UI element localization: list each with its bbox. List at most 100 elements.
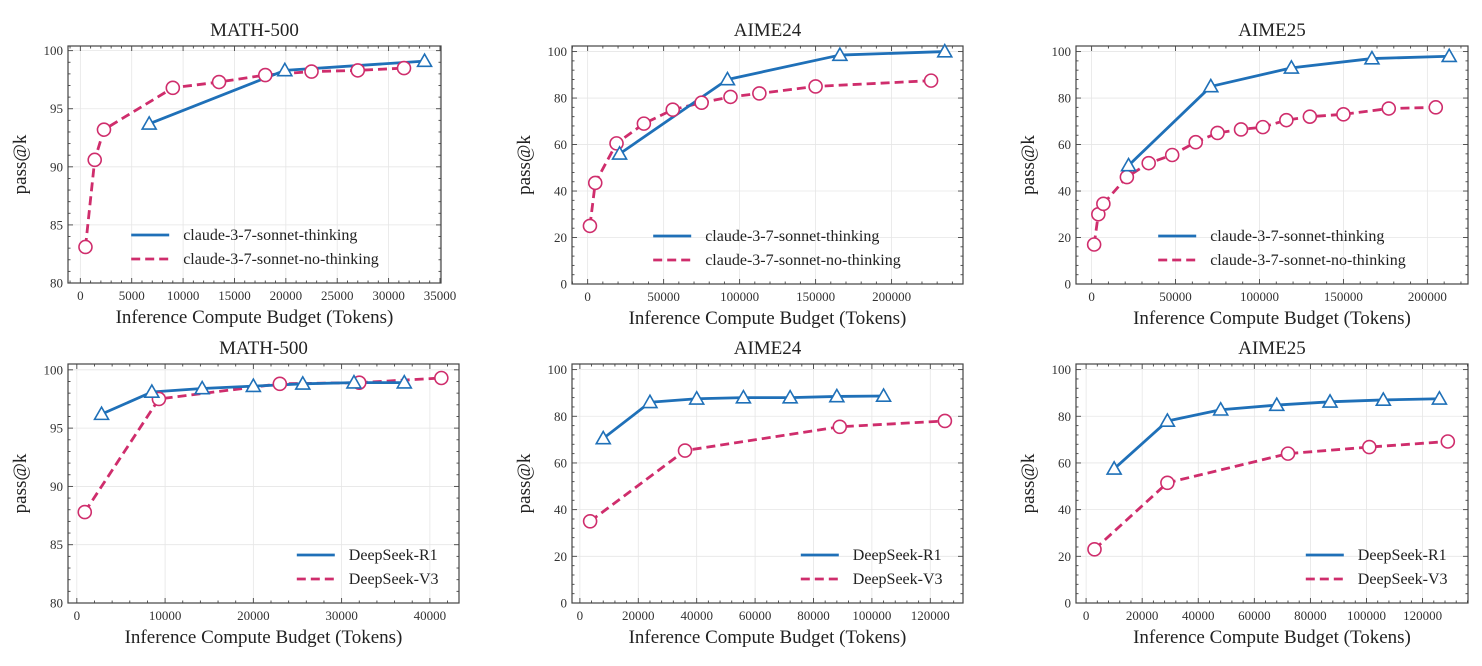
data-point-triangle <box>1431 390 1448 405</box>
data-point-circle <box>1233 122 1249 137</box>
y-tick-label: 20 <box>554 549 567 564</box>
data-point-circle <box>582 514 598 529</box>
y-tick-label: 85 <box>50 537 63 552</box>
data-point-circle <box>77 504 93 520</box>
data-point-circle <box>636 116 652 131</box>
data-point-triangle <box>611 145 628 160</box>
data-point-circle <box>1302 109 1318 124</box>
x-tick-label: 20000 <box>1126 608 1159 623</box>
x-tick-label: 30000 <box>372 288 405 303</box>
y-tick-label: 100 <box>1052 362 1072 377</box>
data-point-circle <box>1086 237 1102 252</box>
data-point-circle <box>1164 147 1180 163</box>
y-tick-label: 0 <box>561 596 568 611</box>
x-tick-label: 100000 <box>852 608 891 623</box>
data-point-circle <box>1336 107 1351 122</box>
data-point-triangle <box>1105 460 1123 475</box>
data-point-circle <box>1119 169 1135 185</box>
subplot-3: 0 50000 100000 150000 200000 0 20 40 60 80 100 AIME… <box>1018 20 1469 329</box>
data-point-triangle <box>193 379 211 395</box>
data-point-triangle <box>828 387 846 403</box>
data-point-circle <box>1096 196 1111 212</box>
plot-frame <box>571 363 964 604</box>
legend-label: DeepSeek-R1 <box>349 547 438 564</box>
y-tick-label: 95 <box>50 421 63 436</box>
x-tick-label: 10000 <box>167 288 200 303</box>
x-tick-label: 30000 <box>325 608 358 623</box>
y-tick-label: 40 <box>554 502 567 517</box>
y-tick-label: 60 <box>554 137 567 152</box>
data-point-circle <box>694 95 709 111</box>
x-tick-label: 200000 <box>1408 289 1447 304</box>
y-tick-label: 40 <box>1058 502 1071 517</box>
legend-label: claude-3-7-sonnet-thinking <box>1210 228 1384 245</box>
data-point-circle <box>1087 542 1102 557</box>
data-point-triangle <box>594 429 612 445</box>
data-point-triangle <box>1202 77 1220 93</box>
data-point-circle <box>350 63 366 78</box>
chart-title: AIME25 <box>1238 20 1306 41</box>
y-axis-label: pass@k <box>1018 135 1039 195</box>
y-tick-label: 100 <box>44 362 64 377</box>
series-line-0 <box>618 50 945 155</box>
data-point-circle <box>1440 434 1456 449</box>
legend: DeepSeek-R1 DeepSeek-V3 <box>800 547 943 588</box>
x-axis-label: Inference Compute Budget (Tokens) <box>116 307 394 328</box>
data-point-circle <box>582 218 598 234</box>
data-point-circle <box>1361 439 1377 455</box>
series-line-1 <box>1093 440 1448 551</box>
data-point-triangle <box>1268 396 1286 412</box>
y-tick-label: 90 <box>50 479 63 494</box>
y-axis-label: pass@k <box>514 135 535 195</box>
data-point-circle <box>78 239 93 255</box>
legend-label: claude-3-7-sonnet-no-thinking <box>1210 252 1406 269</box>
x-tick-label: 0 <box>1083 608 1090 623</box>
data-point-circle <box>257 67 273 83</box>
data-point-circle <box>937 413 953 429</box>
subplot-6: 0 20000 40000 60000 80000 100000 120000 0 20 40 60… <box>1018 338 1469 648</box>
y-tick-label: 60 <box>1058 137 1071 152</box>
x-tick-label: 100000 <box>1347 608 1386 623</box>
y-tick-label: 95 <box>50 101 63 116</box>
legend: DeepSeek-R1 DeepSeek-V3 <box>1305 547 1448 588</box>
data-point-triangle <box>395 374 413 389</box>
series-line-1 <box>1092 105 1436 245</box>
legend: claude-3-7-sonnet-thinking claude-3-7-son… <box>1158 228 1406 269</box>
plot-frame <box>1075 363 1469 604</box>
data-point-triangle <box>875 387 892 403</box>
data-point-circle <box>1381 101 1397 116</box>
y-tick-label: 80 <box>1058 409 1071 424</box>
data-point-circle <box>1141 155 1156 171</box>
data-point-triangle <box>1321 393 1339 408</box>
data-point-triangle <box>294 375 312 390</box>
data-point-triangle <box>416 52 433 68</box>
y-tick-label: 20 <box>1058 230 1071 245</box>
data-point-circle <box>211 74 227 90</box>
y-tick-label: 0 <box>561 277 568 292</box>
x-tick-label: 80000 <box>1294 608 1327 623</box>
data-point-circle <box>96 122 112 137</box>
subplot-5: 0 20000 40000 60000 80000 100000 120000 0 20 40 60… <box>514 338 964 648</box>
x-tick-label: 40000 <box>680 608 713 623</box>
chart-title: AIME25 <box>1238 338 1306 359</box>
plot-frame <box>67 363 460 604</box>
y-tick-label: 85 <box>50 217 63 232</box>
x-tick-label: 150000 <box>1324 289 1363 304</box>
data-point-circle <box>396 60 412 76</box>
data-point-circle <box>1188 134 1203 150</box>
y-tick-label: 100 <box>1052 44 1072 59</box>
plot-frame <box>67 45 442 284</box>
legend: claude-3-7-sonnet-thinking claude-3-7-son… <box>131 227 379 268</box>
data-point-circle <box>1280 446 1296 461</box>
y-tick-label: 60 <box>1058 455 1071 470</box>
data-point-triangle <box>1374 391 1392 406</box>
chart-title: AIME24 <box>734 338 802 359</box>
subplot-1: 0 5000 10000 15000 20000 25000 30000 35000 80 85 9… <box>10 20 456 328</box>
data-point-triangle <box>244 377 262 393</box>
data-point-circle <box>1428 100 1444 115</box>
y-tick-label: 80 <box>554 409 567 424</box>
x-tick-label: 10000 <box>149 608 182 623</box>
chart-title: MATH-500 <box>210 20 299 41</box>
y-tick-label: 40 <box>554 184 567 199</box>
y-tick-label: 40 <box>1058 184 1071 199</box>
